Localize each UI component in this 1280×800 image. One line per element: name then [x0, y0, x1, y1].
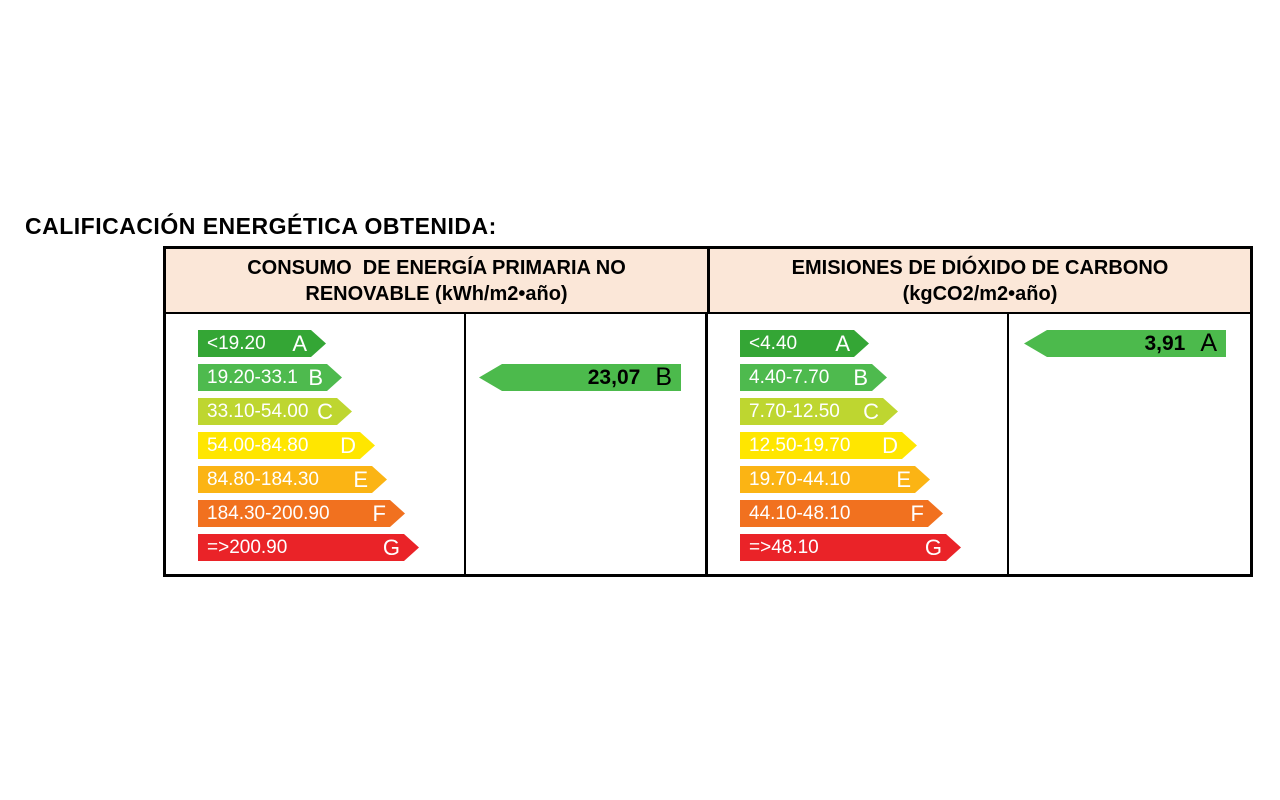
range-label: 19.20-33.1 [207, 366, 298, 388]
table-body-row: <19.20 A 19.20-33.1 B 33.10-54.00 C 54.0… [166, 314, 1250, 574]
range-label: 54.00-84.80 [207, 434, 309, 456]
range-label: =>48.10 [749, 536, 819, 558]
emisiones-scale-bar-d: 12.50-19.70 D [740, 432, 917, 459]
consumo-scale-bar-f: 184.30-200.90 F [198, 500, 405, 527]
class-letter: D [340, 432, 356, 458]
consumo-scale-bar-a: <19.20 A [198, 330, 326, 357]
class-letter: E [896, 466, 911, 492]
emisiones-scale-bar-f: 44.10-48.10 F [740, 500, 943, 527]
class-letter: F [372, 500, 386, 526]
emisiones-rating-value: 3,91 [1144, 331, 1186, 355]
emisiones-scale-bar-c: 7.70-12.50 C [740, 398, 898, 425]
class-letter: C [863, 398, 879, 424]
emisiones-rating-letter: A [1200, 329, 1217, 357]
emisiones-scale-bar-b: 4.40-7.70 B [740, 364, 887, 391]
class-letter: A [835, 330, 850, 356]
class-letter: B [853, 364, 868, 390]
header-consumo-line2: RENOVABLE (kWh/m2•año) [305, 282, 568, 305]
table-header-row: CONSUMO DE ENERGÍA PRIMARIA NO RENOVABLE… [166, 249, 1250, 314]
class-letter: A [292, 330, 307, 356]
emisiones-scale-bar-a: <4.40 A [740, 330, 869, 357]
header-emisiones: EMISIONES DE DIÓXIDO DE CARBONO (kgCO2/m… [710, 249, 1250, 312]
consumo-scale-bar-c: 33.10-54.00 C [198, 398, 352, 425]
class-letter: G [924, 534, 942, 560]
header-emisiones-line1: EMISIONES DE DIÓXIDO DE CARBONO [791, 256, 1169, 279]
range-label: 7.70-12.50 [749, 400, 840, 422]
range-label: <4.40 [749, 332, 798, 354]
range-label: 184.30-200.90 [207, 502, 330, 524]
class-letter: C [317, 398, 333, 424]
class-letter: E [353, 466, 368, 492]
emisiones-scale: <4.40 A 4.40-7.70 B 7.70-12.50 C 12.50-1… [708, 314, 1009, 574]
consumo-scale-bar-e: 84.80-184.30 E [198, 466, 387, 493]
consumo-rating-letter: B [655, 363, 672, 391]
class-letter: F [910, 500, 924, 526]
emisiones-rating-cell: 3,91 A [1009, 314, 1250, 574]
consumo-scale: <19.20 A 19.20-33.1 B 33.10-54.00 C 54.0… [166, 314, 466, 574]
header-emisiones-line2: (kgCO2/m2•año) [902, 282, 1058, 305]
header-consumo: CONSUMO DE ENERGÍA PRIMARIA NO RENOVABLE… [166, 249, 710, 312]
range-label: 4.40-7.70 [749, 366, 830, 388]
energy-rating-table: CONSUMO DE ENERGÍA PRIMARIA NO RENOVABLE… [163, 246, 1253, 577]
class-letter: D [882, 432, 898, 458]
page-title: CALIFICACIÓN ENERGÉTICA OBTENIDA: [25, 213, 497, 239]
range-label: =>200.90 [207, 536, 288, 558]
consumo-scale-bar-b: 19.20-33.1 B [198, 364, 342, 391]
range-label: <19.20 [207, 332, 266, 354]
header-consumo-line1: CONSUMO DE ENERGÍA PRIMARIA NO [247, 256, 626, 279]
range-label: 44.10-48.10 [749, 502, 851, 524]
emisiones-rating-arrow: 3,91 A [1024, 330, 1226, 357]
range-label: 19.70-44.10 [749, 468, 851, 490]
emisiones-scale-bar-g: =>48.10 G [740, 534, 961, 561]
consumo-rating-arrow: 23,07 B [479, 364, 681, 391]
range-label: 33.10-54.00 [207, 400, 309, 422]
consumo-scale-bar-d: 54.00-84.80 D [198, 432, 375, 459]
range-label: 84.80-184.30 [207, 468, 319, 490]
range-label: 12.50-19.70 [749, 434, 851, 456]
consumo-rating-value: 23,07 [587, 365, 641, 389]
class-letter: G [382, 534, 400, 560]
consumo-rating-cell: 23,07 B [466, 314, 708, 574]
emisiones-scale-bar-e: 19.70-44.10 E [740, 466, 930, 493]
consumo-scale-bar-g: =>200.90 G [198, 534, 419, 561]
class-letter: B [308, 364, 323, 390]
